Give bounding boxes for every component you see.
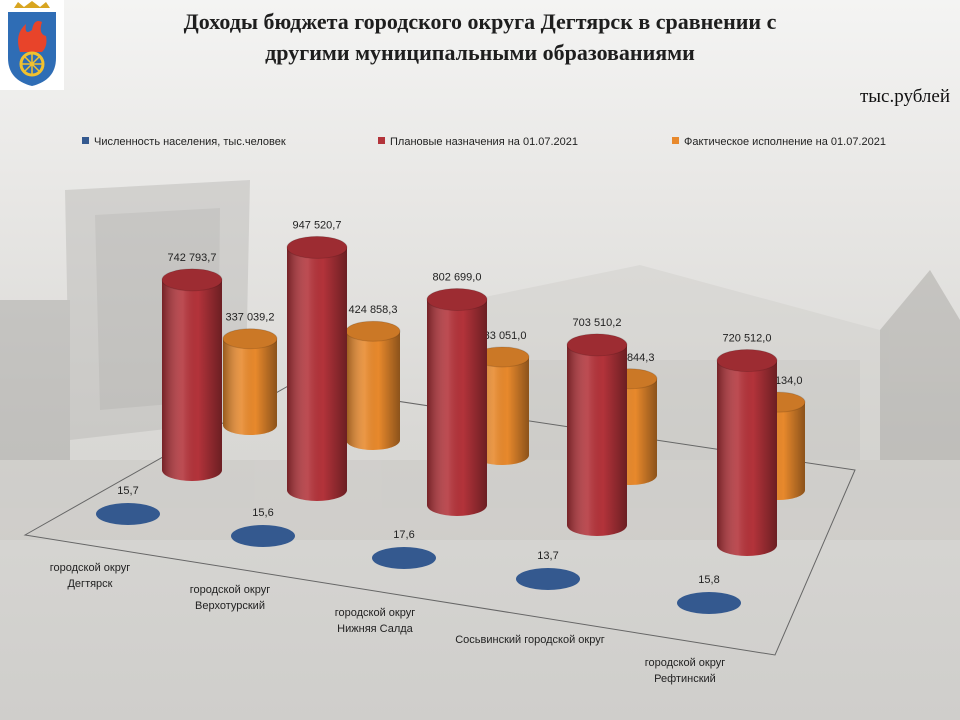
value-label: 720 512,0 xyxy=(723,333,772,345)
x-tick-label: городской округ Верхотурский xyxy=(189,584,271,612)
cylinder-top-tint xyxy=(427,288,487,311)
cylinder-top xyxy=(286,235,348,259)
cylinder xyxy=(222,328,278,435)
disk xyxy=(231,524,295,547)
cylinder-shade xyxy=(346,331,400,450)
building xyxy=(0,300,70,460)
cylinder-top-tint xyxy=(287,236,347,259)
value-label: 802 699,0 xyxy=(433,272,482,284)
cylinder-shade xyxy=(567,344,627,536)
cylinder-shade xyxy=(223,338,277,435)
value-label: 424 858,3 xyxy=(349,304,398,316)
cylinder-shade xyxy=(427,299,487,516)
logo-flame xyxy=(18,21,47,52)
cylinder-top xyxy=(161,268,223,292)
value-label: 947 520,7 xyxy=(293,219,342,231)
cylinder xyxy=(345,320,401,450)
cylinder xyxy=(426,288,488,516)
value-label: 15,8 xyxy=(698,574,719,586)
cylinder xyxy=(716,349,778,556)
disk xyxy=(96,502,160,525)
x-tick-label: городской округ Рефтинский xyxy=(644,657,726,685)
x-tick-label: Сосьвинский городской округ xyxy=(455,634,605,646)
legend-label: Фактическое исполнение на 01.07.2021 xyxy=(684,136,886,148)
cylinder-top-tint xyxy=(223,328,277,349)
unit-label: тыс.рублей xyxy=(859,86,950,107)
cylinder-top-tint xyxy=(717,349,777,372)
value-label: 13,7 xyxy=(537,550,558,562)
value-label: 15,6 xyxy=(252,507,273,519)
x-tick-label: городской округ Дегтярск xyxy=(49,562,131,590)
cylinder-top xyxy=(716,349,778,373)
value-label: 17,6 xyxy=(393,529,414,541)
cylinder xyxy=(286,235,348,501)
value-label: 15,7 xyxy=(117,485,138,497)
cylinder-shade xyxy=(287,247,347,501)
legend-swatch xyxy=(672,137,679,144)
cylinder-top-tint xyxy=(567,333,627,356)
value-label: 742 793,7 xyxy=(168,252,217,264)
logo xyxy=(0,0,64,90)
cylinder xyxy=(161,268,223,481)
logo-crown xyxy=(14,1,50,8)
logo-spokes xyxy=(21,53,43,75)
cylinder-shade xyxy=(162,279,222,481)
disk xyxy=(372,546,436,569)
tree xyxy=(880,270,960,470)
value-label: 337 039,2 xyxy=(226,312,275,324)
cylinder-top-tint xyxy=(346,321,400,342)
disk xyxy=(516,567,580,590)
value-label: 383 051,0 xyxy=(478,330,527,342)
value-label: 703 510,2 xyxy=(573,317,622,329)
cylinder-shade xyxy=(717,360,777,556)
legend-label: Плановые назначения на 01.07.2021 xyxy=(390,136,578,148)
palace-front xyxy=(500,360,860,470)
legend-label: Численность населения, тыс.человек xyxy=(94,136,286,148)
legend-swatch xyxy=(378,137,385,144)
cylinder-top xyxy=(566,333,628,357)
cylinder-top xyxy=(426,288,488,312)
x-tick-label: городской округ Нижняя Салда xyxy=(334,607,416,635)
chart-title: Доходы бюджета городского округа Дегтярс… xyxy=(183,9,777,65)
legend-swatch xyxy=(82,137,89,144)
cylinder xyxy=(566,333,628,536)
cylinder-top-tint xyxy=(162,268,222,291)
cylinder-shade xyxy=(475,356,529,465)
cylinder-top-tint xyxy=(475,346,529,367)
disk xyxy=(677,591,741,614)
cylinder-top xyxy=(222,328,278,350)
